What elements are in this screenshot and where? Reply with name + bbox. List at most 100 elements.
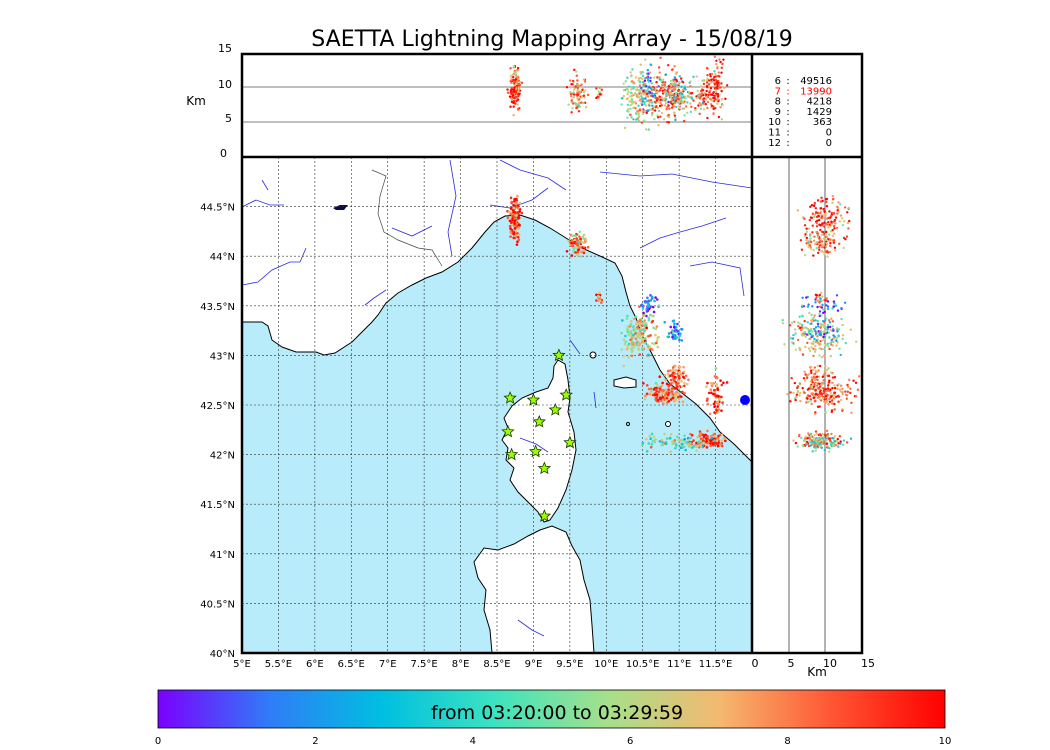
- altitude-lat-point: [813, 383, 816, 387]
- altitude-lon-point: [629, 104, 632, 107]
- altitude-lon-point: [706, 67, 709, 70]
- lightning-source-point: [515, 199, 519, 202]
- altitude-lat-point: [802, 377, 806, 380]
- altitude-lon-point: [633, 100, 637, 104]
- altitude-lat-point: [819, 445, 823, 448]
- lightning-source-point: [640, 331, 643, 335]
- altitude-lat-point: [801, 386, 804, 390]
- lightning-source-point: [692, 445, 695, 448]
- altitude-lat-point: [810, 322, 813, 325]
- lightning-source-point: [570, 254, 574, 257]
- altitude-lat-point: [816, 378, 819, 382]
- giglio-island: [665, 421, 671, 427]
- map-y-tick: 44°N: [210, 252, 235, 263]
- lightning-source-point: [713, 439, 716, 442]
- altitude-lat-point: [847, 227, 850, 230]
- lightning-source-point: [705, 444, 709, 447]
- altitude-lon-point: [509, 105, 512, 108]
- altitude-lat-point: [837, 442, 840, 445]
- altitude-lat-point: [841, 333, 845, 337]
- lightning-source-point: [701, 437, 705, 441]
- altitude-lat-point: [821, 230, 824, 233]
- altitude-lon-point: [721, 103, 724, 107]
- lightning-source-point: [669, 450, 673, 454]
- altitude-lat-point: [790, 341, 794, 344]
- altitude-lat-point: [844, 390, 847, 393]
- altitude-lat-point: [842, 439, 846, 442]
- lightning-source-point: [578, 235, 581, 238]
- lightning-source-point: [684, 374, 688, 378]
- altitude-lon-point: [669, 83, 672, 87]
- altitude-lon-point: [720, 89, 723, 93]
- altitude-lon-point: [669, 95, 673, 99]
- altitude-lon-point: [565, 86, 569, 89]
- altitude-lon-point: [664, 98, 668, 101]
- lightning-source-point: [714, 367, 718, 370]
- altitude-lat-point: [809, 327, 813, 331]
- altitude-lat-point: [824, 299, 827, 302]
- lightning-source-point: [678, 365, 682, 369]
- altitude-lat-point: [836, 205, 839, 209]
- altitude-lat-point: [813, 350, 817, 353]
- altitude-lat-point: [822, 237, 826, 240]
- lightning-source-point: [632, 341, 635, 345]
- lightning-source-point: [581, 246, 584, 249]
- altitude-lon-point: [627, 90, 630, 94]
- altitude-lon-point: [716, 85, 719, 88]
- altitude-lon-point: [713, 70, 716, 73]
- altitude-lon-point: [623, 126, 627, 130]
- altitude-lat-point: [847, 206, 851, 210]
- lightning-source-point: [629, 319, 633, 323]
- lightning-source-point: [687, 445, 691, 448]
- lightning-source-point: [704, 437, 708, 440]
- altitude-lat-point: [809, 380, 812, 383]
- altitude-lon-point: [638, 81, 642, 84]
- altitude-lon-point: [674, 91, 678, 95]
- altitude-lat-point: [835, 339, 838, 342]
- lightning-source-point: [674, 398, 678, 402]
- altitude-lon-point: [707, 83, 711, 86]
- altitude-lon-point: [570, 92, 573, 96]
- right-xtick-0: 0: [752, 657, 759, 670]
- lightning-source-point: [515, 214, 518, 217]
- altitude-lat-point: [818, 382, 821, 386]
- lightning-source-point: [650, 442, 654, 446]
- lightning-source-point: [644, 337, 647, 340]
- station-star-icon: [528, 444, 543, 458]
- lightning-source-point: [715, 376, 719, 380]
- lightning-source-point: [509, 235, 512, 238]
- lightning-source-point: [645, 314, 648, 318]
- lightning-source-point: [709, 442, 712, 445]
- lightning-source-point: [685, 382, 689, 386]
- lightning-source-point: [630, 354, 634, 358]
- altitude-lat-point: [824, 238, 828, 242]
- altitude-lat-point: [783, 343, 786, 346]
- altitude-lon-point: [694, 108, 697, 112]
- top-points-layer: [506, 55, 729, 131]
- altitude-lat-point: [826, 434, 830, 437]
- altitude-lat-point: [841, 337, 844, 341]
- altitude-lon-point: [626, 103, 630, 107]
- lightning-source-point: [641, 347, 644, 351]
- altitude-lat-point: [816, 325, 820, 328]
- altitude-lat-point: [828, 321, 832, 324]
- lightning-source-point: [680, 380, 683, 383]
- altitude-lat-point: [835, 344, 838, 347]
- altitude-lon-point: [653, 95, 656, 99]
- altitude-lat-point: [828, 325, 832, 329]
- lightning-source-point: [708, 412, 712, 416]
- altitude-lat-point: [820, 436, 823, 439]
- altitude-lat-point: [827, 403, 830, 406]
- lightning-source-point: [642, 314, 645, 317]
- altitude-lon-point: [667, 113, 670, 117]
- altitude-lon-point: [627, 110, 630, 113]
- altitude-lat-point: [818, 314, 821, 318]
- lightning-source-point: [640, 303, 644, 306]
- altitude-lon-point: [695, 95, 698, 98]
- lightning-source-point: [674, 445, 678, 449]
- lightning-source-point: [514, 230, 518, 233]
- altitude-lat-point: [818, 301, 821, 304]
- altitude-lat-point: [808, 218, 812, 222]
- altitude-lon-point: [641, 80, 645, 84]
- altitude-lon-point: [637, 104, 640, 107]
